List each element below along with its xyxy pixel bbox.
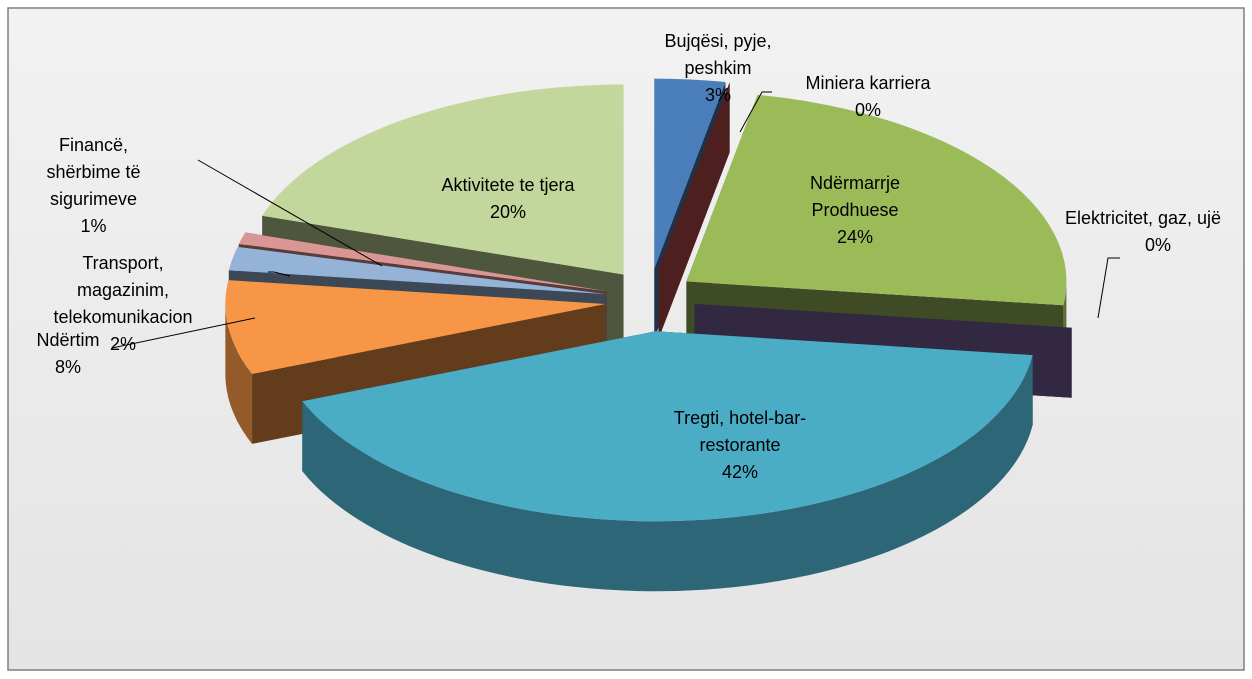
slice-top [262,84,624,275]
slice-wall [302,355,1033,592]
category-label: Tregti, hotel-bar-restorante [673,408,807,455]
value-label: 2% [109,334,136,354]
value-label: 42% [721,462,759,482]
leader-lines [111,91,1120,349]
slice-wall [225,303,253,444]
slice-label: Transport, magazinim, telekomunikacion 2% [48,250,198,358]
slice-label: Ndërtim 8% [18,327,118,381]
category-label: Miniera karriera [805,73,931,93]
slice-top [238,232,607,292]
category-label: Elektricitet, gaz, ujë [1064,208,1222,228]
slice-label: Elektricitet, gaz, ujë 0% [1028,205,1252,259]
value-label: 24% [836,227,874,247]
slice-top [228,246,606,295]
slice-top [225,280,606,374]
category-label: Financë, shërbime të sigurimeve [46,135,141,209]
pie [225,78,1072,592]
slice-label: Tregti, hotel-bar-restorante 42% [640,405,840,486]
leader-line [111,317,256,349]
slice-top [302,331,1033,522]
value-label: 0% [854,100,881,120]
slice-label: Aktivitete te tjera 20% [408,172,608,226]
slice-side [658,82,730,340]
value-label: 8% [54,357,81,377]
slice-label: Ndërmarrje Prodhuese 24% [785,170,925,251]
category-label: Ndërmarrje Prodhuese [809,173,901,220]
value-label: 20% [489,202,527,222]
slice [302,331,1033,592]
leader-line [1097,257,1120,319]
category-label: Bujqësi, pyje, peshkim [664,31,772,78]
slice-label: Financë, shërbime të sigurimeve 1% [26,132,161,240]
category-label: Aktivitete te tjera [441,175,575,195]
slice-label: Bujqësi, pyje, peshkim 3% [643,28,793,109]
slice-top [654,78,726,269]
value-label: 0% [1144,235,1171,255]
slice-top [686,94,1067,306]
value-label: 1% [80,216,107,236]
slice [658,82,730,340]
category-label: Transport, magazinim, telekomunikacion [53,253,193,327]
leader-line [739,91,772,133]
value-label: 3% [704,85,731,105]
category-label: Ndërtim [36,330,100,350]
leader-line [197,159,383,267]
slice-label: Miniera karriera 0% [768,70,968,124]
leader-line [268,271,291,277]
